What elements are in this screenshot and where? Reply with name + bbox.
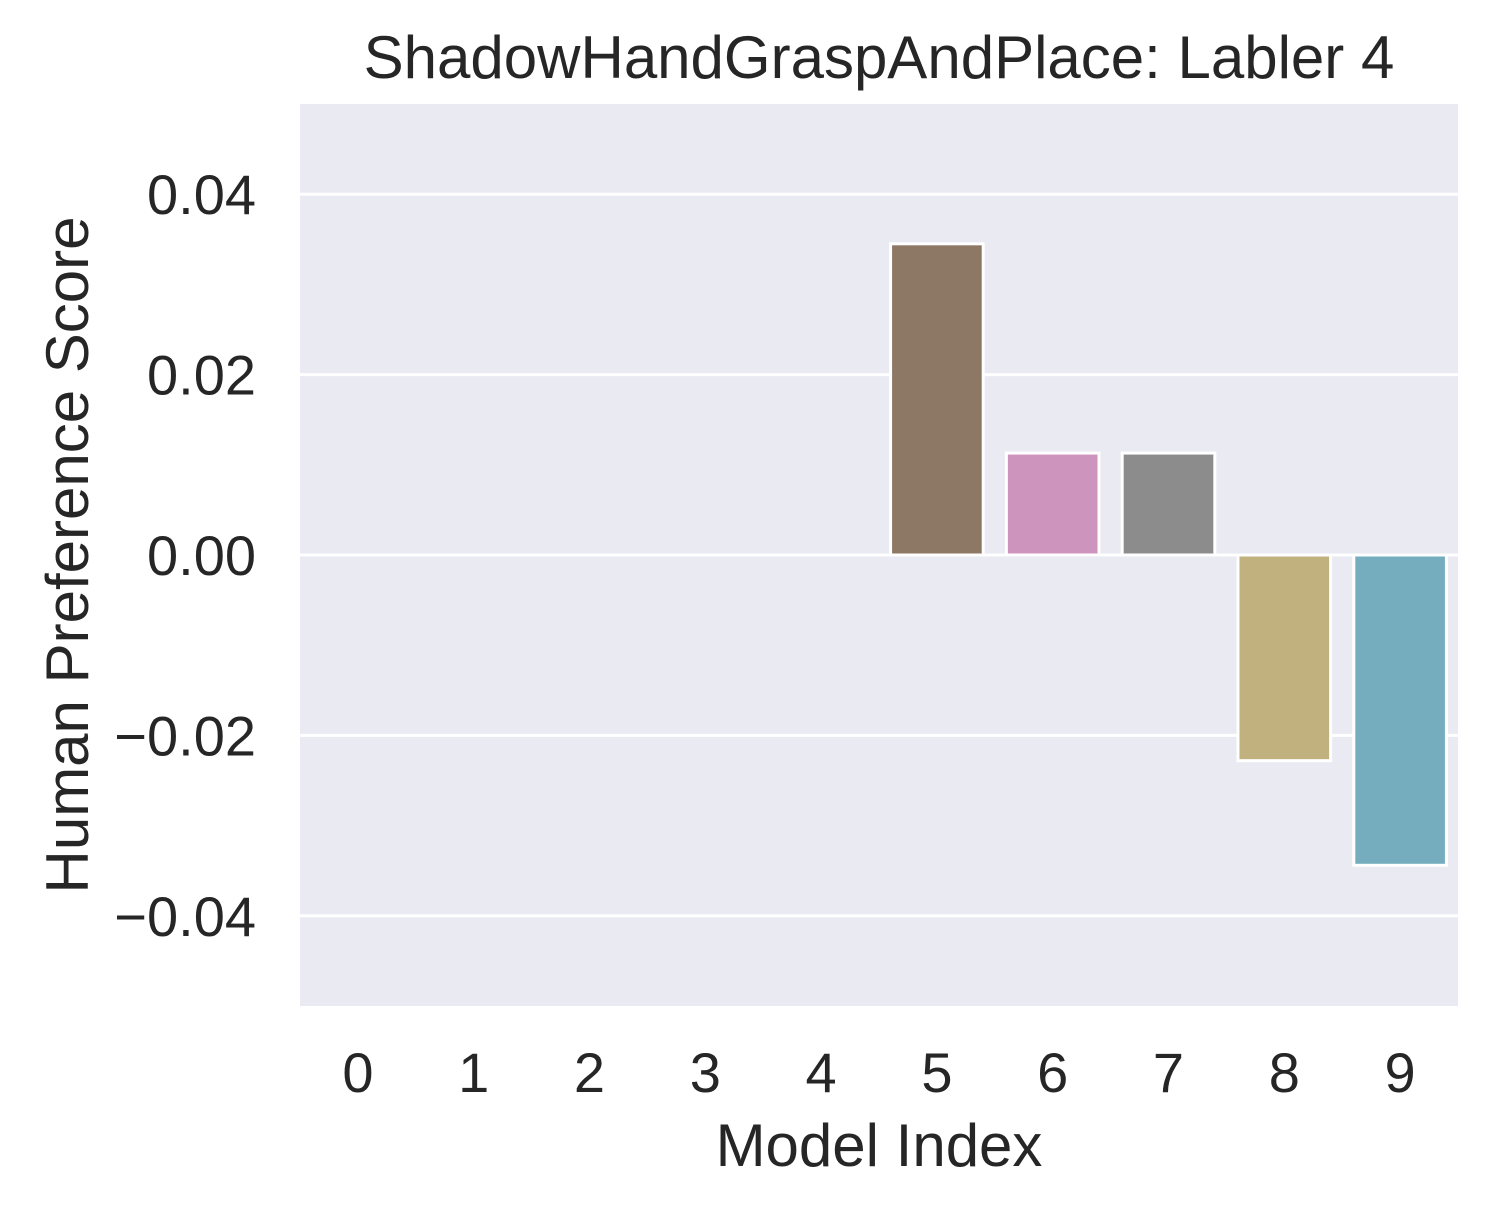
y-axis-label: Human Preference Score: [34, 217, 101, 894]
y-tick-label: 0.02: [147, 344, 256, 407]
bar-model-8: [1236, 553, 1333, 763]
x-tick-label: 5: [921, 1041, 952, 1104]
y-tick-label: 0.04: [147, 163, 256, 226]
bar-model-7: [1120, 451, 1217, 557]
x-tick-label: 3: [690, 1041, 721, 1104]
x-axis-label: Model Index: [716, 1112, 1043, 1179]
x-tick-label: 8: [1269, 1041, 1300, 1104]
y-tick-label: −0.02: [114, 704, 256, 767]
y-tick-labels: −0.04 −0.02 0.00 0.02 0.04: [114, 163, 256, 948]
y-tick-label: 0.00: [147, 524, 256, 587]
x-tick-label: 4: [806, 1041, 837, 1104]
x-tick-label: 6: [1037, 1041, 1068, 1104]
x-tick-label: 1: [458, 1041, 489, 1104]
y-tick-label: −0.04: [114, 885, 256, 948]
x-tick-labels: 0 1 2 3 4 5 6 7 8 9: [342, 1041, 1415, 1104]
bar-model-6: [1004, 451, 1101, 557]
x-tick-label: 9: [1385, 1041, 1416, 1104]
bar-model-5: [889, 242, 985, 557]
x-tick-label: 7: [1153, 1041, 1184, 1104]
chart-title: ShadowHandGraspAndPlace: Labler 4: [364, 24, 1395, 91]
bars: [889, 242, 1448, 867]
bar-model-9: [1352, 553, 1448, 867]
x-tick-label: 0: [342, 1041, 373, 1104]
x-tick-label: 2: [574, 1041, 605, 1104]
